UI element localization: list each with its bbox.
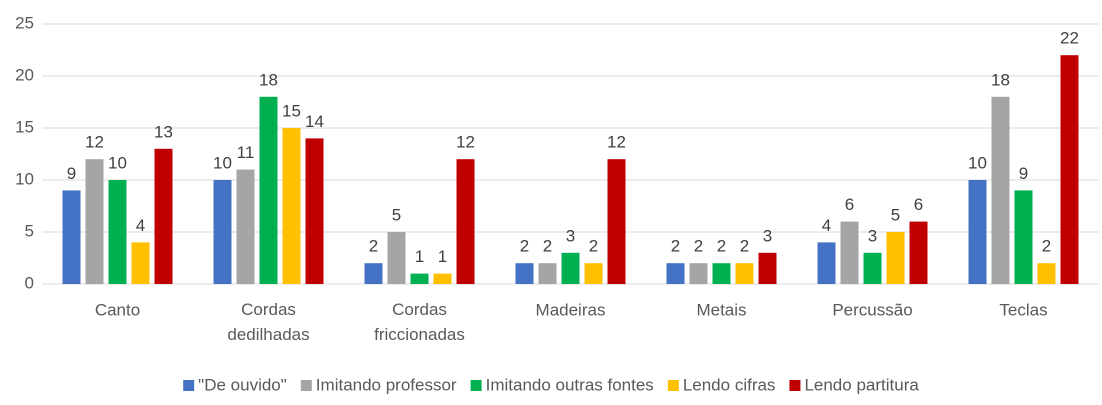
bar xyxy=(758,252,777,284)
legend-item: Imitando professor xyxy=(300,375,457,394)
value-label: 6 xyxy=(845,195,854,214)
y-tick-label: 15 xyxy=(15,117,34,136)
bar xyxy=(607,159,626,284)
bar xyxy=(515,263,534,284)
value-label: 1 xyxy=(415,247,424,266)
value-label: 2 xyxy=(369,237,378,256)
value-label: 15 xyxy=(282,101,301,120)
value-label: 5 xyxy=(891,205,900,224)
bar xyxy=(259,96,278,284)
y-tick-label: 25 xyxy=(15,13,34,32)
bar xyxy=(968,180,987,284)
x-tick-label: Metais xyxy=(696,300,746,319)
bar xyxy=(364,263,383,284)
y-tick-label: 5 xyxy=(25,221,34,240)
value-label: 2 xyxy=(589,237,598,256)
value-label: 2 xyxy=(520,237,529,256)
legend-label: "De ouvido" xyxy=(198,375,287,394)
value-label: 6 xyxy=(914,195,923,214)
value-label: 1 xyxy=(438,247,447,266)
value-label: 3 xyxy=(566,226,575,245)
value-label: 11 xyxy=(237,143,255,162)
value-label: 3 xyxy=(763,226,772,245)
x-tick-label: Percussão xyxy=(832,300,912,319)
legend-item: Imitando outras fontes xyxy=(470,375,654,394)
value-label: 2 xyxy=(694,237,703,256)
bar xyxy=(886,232,905,284)
x-tick-label: Teclas xyxy=(999,300,1047,319)
value-label: 14 xyxy=(305,112,324,131)
x-tick-label: Canto xyxy=(95,300,140,319)
legend-item: "De ouvido" xyxy=(183,375,287,394)
y-tick-label: 0 xyxy=(25,273,34,292)
legend-label: Lendo cifras xyxy=(683,375,776,394)
value-label: 10 xyxy=(968,153,987,172)
x-tick-label: Cordas friccionadas xyxy=(374,300,465,344)
bar xyxy=(863,252,882,284)
value-label: 2 xyxy=(717,237,726,256)
bar xyxy=(236,169,255,284)
bar xyxy=(1060,55,1079,285)
bar xyxy=(282,128,301,284)
value-label: 9 xyxy=(67,164,76,183)
bar xyxy=(410,273,429,284)
legend-swatch xyxy=(789,380,801,391)
bar xyxy=(85,159,104,284)
legend-label: Imitando professor xyxy=(316,375,457,394)
bar xyxy=(108,180,127,284)
bar xyxy=(456,159,475,284)
bar xyxy=(131,242,150,284)
legend-label: Lendo partitura xyxy=(804,375,919,394)
bar xyxy=(1037,263,1056,284)
bar xyxy=(433,273,452,284)
value-label: 2 xyxy=(671,237,680,256)
legend-item: Lendo partitura xyxy=(789,375,919,394)
value-label: 4 xyxy=(822,216,831,235)
bar xyxy=(538,263,557,284)
bar xyxy=(666,263,685,284)
legend-item: Lendo cifras xyxy=(667,375,776,394)
value-label: 2 xyxy=(1042,237,1051,256)
value-label: 12 xyxy=(456,133,475,152)
y-tick-label: 20 xyxy=(15,65,34,84)
value-label: 4 xyxy=(136,216,145,235)
bar xyxy=(584,263,603,284)
bar xyxy=(154,148,173,284)
bar xyxy=(561,252,580,284)
bar xyxy=(213,180,232,284)
legend-label: Imitando outras fontes xyxy=(486,375,654,394)
value-label: 18 xyxy=(259,70,278,89)
legend-swatch xyxy=(183,380,195,391)
bar xyxy=(909,221,928,284)
legend-swatch xyxy=(300,380,312,391)
value-label: 10 xyxy=(108,153,127,172)
value-label: 2 xyxy=(543,237,552,256)
bar xyxy=(387,232,406,284)
x-tick-label: Cordas dedilhadas xyxy=(227,300,309,344)
value-label: 12 xyxy=(85,133,104,152)
bar xyxy=(817,242,836,284)
bar xyxy=(62,190,81,284)
value-label: 18 xyxy=(991,70,1010,89)
bar xyxy=(689,263,708,284)
bar xyxy=(712,263,731,284)
bar xyxy=(991,96,1010,284)
bar xyxy=(1014,190,1033,284)
value-label: 9 xyxy=(1019,164,1028,183)
legend-swatch xyxy=(667,380,679,391)
value-label: 12 xyxy=(607,133,626,152)
value-label: 22 xyxy=(1060,29,1079,48)
x-tick-label: Madeiras xyxy=(536,300,606,319)
value-label: 10 xyxy=(213,153,232,172)
bar xyxy=(735,263,754,284)
bar xyxy=(305,138,324,284)
value-label: 5 xyxy=(392,205,401,224)
y-tick-label: 10 xyxy=(15,169,34,188)
value-label: 2 xyxy=(740,237,749,256)
bar xyxy=(840,221,859,284)
value-label: 3 xyxy=(868,226,877,245)
legend-swatch xyxy=(470,380,482,391)
value-label: 13 xyxy=(154,122,173,141)
